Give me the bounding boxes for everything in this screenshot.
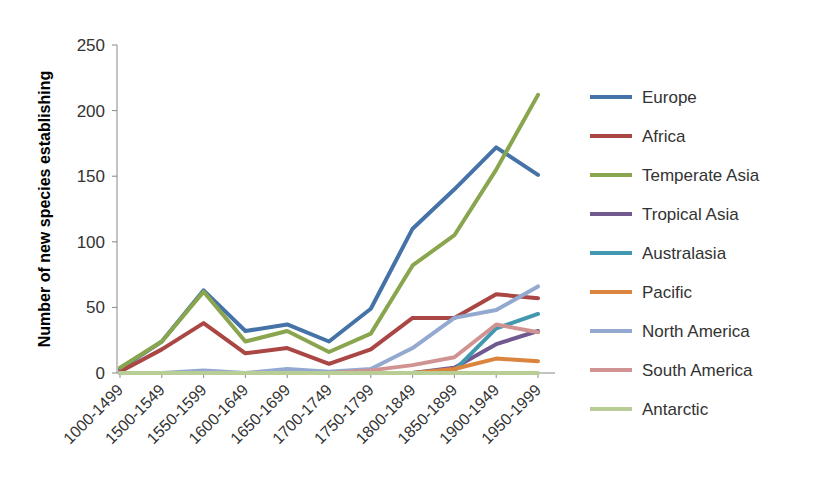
y-tick-label: 100 (77, 233, 105, 252)
legend-label: North America (642, 322, 750, 341)
legend-label: South America (642, 361, 753, 380)
series-line (120, 95, 538, 368)
legend-swatch (590, 251, 632, 255)
series-line (120, 324, 538, 373)
y-tick (112, 307, 117, 308)
y-tick (112, 110, 117, 111)
y-tick-label: 250 (77, 36, 105, 55)
series-line (120, 371, 538, 375)
y-tick (112, 45, 117, 46)
series-line (120, 294, 538, 371)
legend-label: Antarctic (642, 400, 709, 419)
x-tick-label: 1950-1999 (478, 381, 544, 447)
legend-swatch (590, 95, 632, 99)
series-line (120, 286, 538, 373)
legend-label: Africa (642, 127, 686, 146)
legend-label: Australasia (642, 244, 727, 263)
legend-swatch (590, 329, 632, 333)
legend-swatch (590, 368, 632, 372)
y-axis (117, 45, 118, 373)
legend-label: Tropical Asia (642, 205, 739, 224)
series-group (120, 95, 538, 373)
legend-swatch (590, 407, 632, 411)
y-tick (112, 176, 117, 177)
legend-swatch (590, 173, 632, 177)
y-tick-label: 200 (77, 102, 105, 121)
series-line (120, 314, 538, 373)
legend-swatch (590, 290, 632, 294)
legend-label: Europe (642, 88, 697, 107)
y-tick-label: 50 (86, 298, 105, 317)
legend-label: Temperate Asia (642, 166, 760, 185)
x-axis (117, 373, 555, 374)
y-tick (112, 241, 117, 242)
y-tick-label: 150 (77, 167, 105, 186)
y-tick-label: 0 (96, 364, 105, 383)
legend-label: Pacific (642, 283, 693, 302)
y-tick (112, 373, 117, 374)
y-axis-label: Number of new species establishing (36, 71, 53, 348)
legend-swatch (590, 212, 632, 216)
legend-swatch (590, 134, 632, 138)
chart: 0501001502002501000-14991500-15491550-15… (0, 0, 837, 478)
